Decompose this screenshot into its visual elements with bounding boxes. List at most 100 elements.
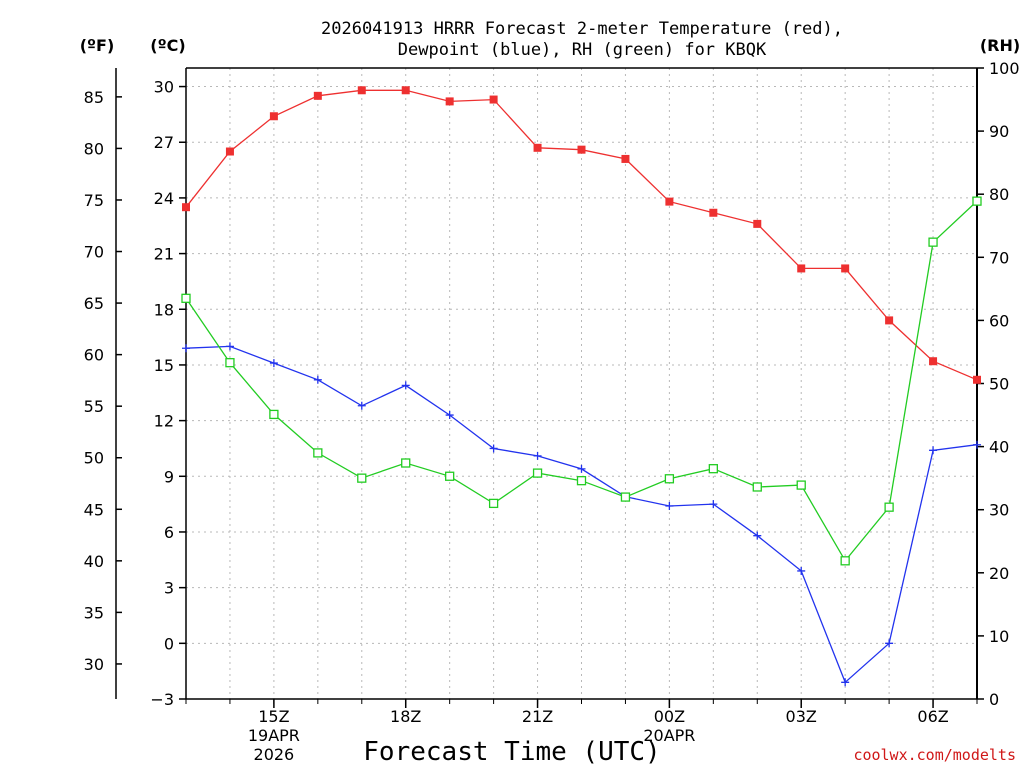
rh-point (225, 358, 235, 368)
temperature-point (929, 357, 938, 366)
rh-point (401, 458, 411, 468)
rh-point (445, 471, 455, 481)
rh-point (576, 476, 587, 486)
temperature-point (841, 264, 850, 273)
tick-labels: 302724211815129630−385807570656055504540… (84, 59, 1020, 764)
dewpoint-point (401, 381, 410, 390)
rh-point (884, 502, 894, 512)
rh-series (181, 196, 982, 566)
axes (115, 67, 984, 708)
temperature-point (709, 208, 718, 217)
rh-tick-label: 40 (989, 438, 1009, 457)
dewpoint-point (973, 440, 981, 449)
dewpoint-point (577, 464, 586, 473)
temperature-series (182, 86, 981, 384)
dewpoint-point (225, 342, 234, 351)
celsius-tick-label: 18 (154, 300, 174, 319)
fahrenheit-tick-label: 45 (84, 500, 104, 519)
temperature-point (269, 112, 278, 121)
temperature-point (182, 203, 190, 212)
rh-point (664, 474, 675, 484)
dewpoint-point (313, 375, 322, 384)
celsius-tick-label: 27 (154, 133, 174, 152)
rh-point (972, 196, 982, 206)
fahrenheit-axis-unit: (ºF) (80, 36, 115, 55)
rh-point (840, 556, 850, 566)
dewpoint-series (182, 342, 981, 687)
rh-tick-label: 0 (989, 690, 999, 709)
celsius-tick-label: 21 (154, 245, 174, 264)
temperature-point (621, 154, 630, 163)
fahrenheit-tick-label: 35 (84, 603, 104, 622)
x-tick-label: 18Z (390, 707, 421, 726)
rh-tick-label: 80 (989, 185, 1009, 204)
dewpoint-point (753, 531, 762, 540)
fahrenheit-tick-label: 40 (84, 552, 104, 571)
fahrenheit-tick-label: 85 (84, 88, 104, 107)
temperature-point (225, 147, 234, 156)
dewpoint-point (709, 500, 718, 509)
temperature-point (577, 145, 586, 154)
fahrenheit-tick-label: 80 (84, 139, 104, 158)
celsius-tick-label: 3 (164, 579, 174, 598)
dewpoint-point (885, 639, 894, 648)
dewpoint-point (182, 344, 190, 353)
rh-axis-unit: (RH) (980, 36, 1020, 55)
dewpoint-point (269, 359, 278, 368)
rh-point (796, 480, 806, 490)
dewpoint-line (185, 345, 978, 684)
rh-point (181, 293, 191, 303)
rh-tick-label: 100 (989, 59, 1020, 78)
rh-point (928, 237, 938, 247)
x-tick-year: 2026 (254, 745, 295, 764)
grid-lines (186, 68, 977, 699)
rh-point (620, 492, 631, 502)
celsius-tick-label: 12 (154, 412, 174, 431)
rh-point (752, 482, 762, 492)
x-tick-label: 21Z (522, 707, 553, 726)
rh-point (269, 409, 279, 420)
celsius-tick-label: 15 (154, 356, 174, 375)
dewpoint-point (489, 444, 498, 453)
temperature-point (797, 264, 806, 273)
chart-title-line-2: Dewpoint (blue), RH (green) for KBQK (398, 40, 767, 60)
celsius-tick-label: −3 (150, 690, 174, 709)
celsius-tick-label: 0 (164, 634, 174, 653)
dewpoint-point (797, 566, 806, 575)
temperature-point (313, 91, 322, 100)
rh-tick-label: 50 (989, 375, 1009, 394)
rh-point (313, 448, 323, 458)
x-tick-label: 03Z (786, 707, 817, 726)
rh-point (488, 498, 499, 509)
data-series (181, 86, 982, 687)
x-tick-date: 20APR (643, 726, 695, 745)
temperature-line (185, 89, 978, 381)
fahrenheit-tick-label: 75 (84, 191, 104, 210)
fahrenheit-tick-label: 30 (84, 655, 104, 674)
temperature-point (489, 95, 498, 104)
chart-title-line-1: 2026041913 HRRR Forecast 2-meter Tempera… (321, 19, 843, 39)
rh-tick-label: 30 (989, 501, 1009, 520)
dewpoint-point (533, 451, 542, 460)
fahrenheit-tick-label: 70 (84, 243, 104, 262)
rh-point (357, 473, 367, 483)
rh-tick-label: 10 (989, 627, 1009, 646)
rh-point (532, 468, 543, 478)
credit-text: coolwx.com/modelts (853, 746, 1016, 764)
temperature-point (665, 197, 674, 206)
temperature-point (885, 316, 894, 325)
rh-point (708, 464, 718, 474)
dewpoint-point (665, 501, 674, 510)
temperature-point (357, 86, 366, 95)
temperature-point (753, 219, 762, 228)
temperature-point (445, 97, 454, 106)
dewpoint-point (357, 401, 366, 410)
rh-tick-label: 20 (989, 564, 1009, 583)
dewpoint-point (841, 678, 850, 687)
temperature-point (401, 86, 410, 95)
fahrenheit-tick-label: 60 (84, 346, 104, 365)
rh-tick-label: 60 (989, 311, 1009, 330)
x-tick-label: 00Z (654, 707, 685, 726)
x-axis-label: Forecast Time (UTC) (363, 737, 660, 767)
